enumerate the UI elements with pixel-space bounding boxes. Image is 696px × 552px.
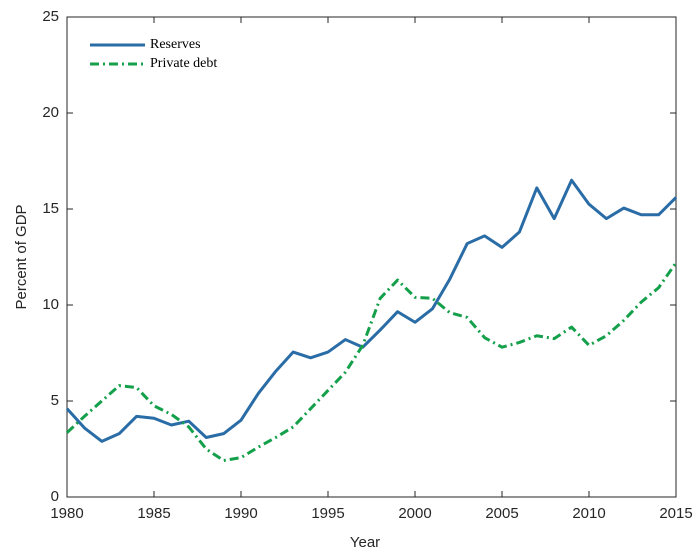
legend-label: Private debt [150,56,217,71]
x-tick-label: 1990 [224,505,257,522]
x-tick-label: 1980 [50,505,83,522]
y-tick-label: 10 [42,296,59,313]
plot-frame [66,16,677,498]
legend-label: Reserves [150,37,201,52]
y-tick-label: 0 [51,488,59,505]
y-tick-label: 5 [51,392,59,409]
x-tick-label: 2015 [659,505,692,522]
x-tick-label: 2005 [485,505,518,522]
x-tick-label: 1985 [137,505,170,522]
y-tick-label: 20 [42,104,59,121]
x-axis-label: Year [350,534,380,551]
y-axis-label: Percent of GDP [13,204,30,309]
x-tick-label: 1995 [311,505,344,522]
line [65,261,678,463]
x-tick-label: 2000 [398,505,431,522]
line [65,178,678,443]
y-tick-label: 25 [42,8,59,25]
y-tick-label: 15 [42,200,59,217]
x-tick-label: 2010 [572,505,605,522]
